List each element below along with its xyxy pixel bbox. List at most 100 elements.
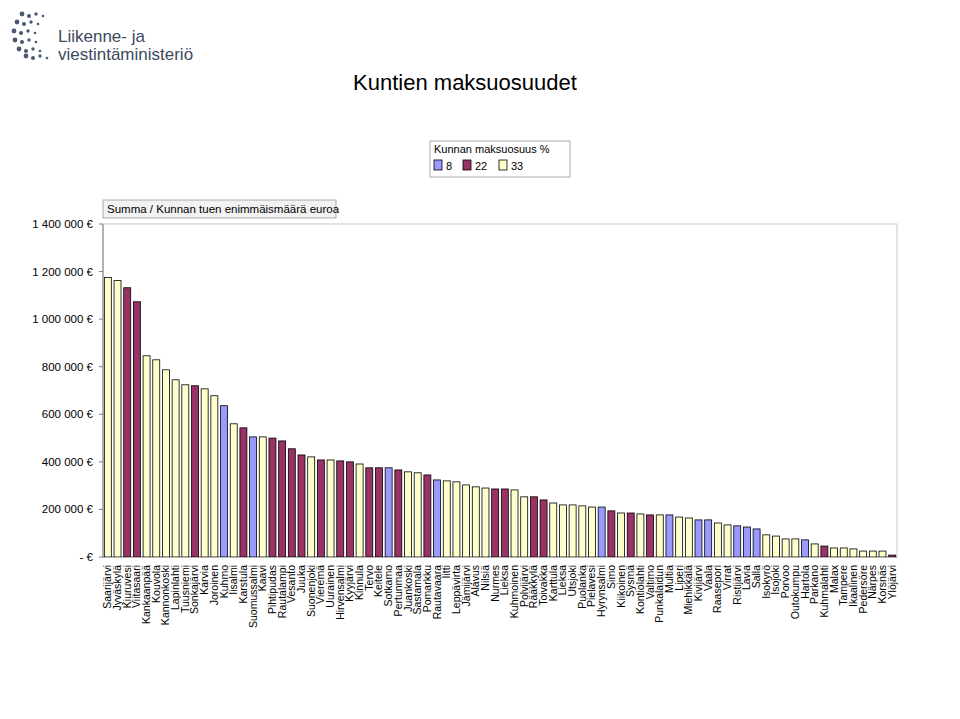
y-tick-label: 200 000 € (42, 503, 94, 515)
chart: Liikenne- javiestintäministeriö Kuntien m… (0, 0, 960, 719)
y-tick-label: 400 000 € (42, 456, 94, 468)
y-tick (99, 319, 103, 320)
y-tick (99, 557, 103, 558)
logo-text: viestintäministeriö (58, 45, 193, 64)
bar (259, 437, 266, 557)
legend-title: Kunnan maksuosuus % (434, 143, 550, 155)
bar (434, 480, 441, 557)
bar (850, 549, 857, 557)
bar (647, 515, 654, 557)
logo-dot (24, 49, 28, 53)
bar (579, 506, 586, 557)
bar (676, 517, 683, 557)
logo-dot (26, 29, 29, 32)
legend-swatch (499, 160, 507, 170)
bar (385, 468, 392, 557)
bar (724, 525, 731, 557)
logo-dot (27, 38, 30, 41)
y-tick-label: 800 000 € (42, 361, 94, 373)
bar (860, 551, 867, 557)
bar (269, 438, 276, 557)
bar (201, 389, 208, 557)
bar (627, 513, 634, 557)
bar (589, 507, 596, 557)
bar (250, 437, 257, 557)
bar (153, 360, 160, 557)
bar (308, 457, 315, 557)
bar (869, 551, 876, 557)
logo-dot (46, 57, 49, 60)
bar (889, 555, 896, 557)
bar (608, 511, 615, 557)
logo-dot (19, 31, 23, 35)
bar (811, 544, 818, 557)
y-tick (99, 366, 103, 367)
logo-dot (31, 47, 34, 50)
y-tick (99, 461, 103, 462)
bar (540, 500, 547, 557)
y-tick-label: 600 000 € (42, 408, 94, 420)
logo-dot (34, 12, 37, 15)
bar (124, 288, 131, 557)
bar (133, 302, 140, 557)
bar (405, 472, 412, 557)
bar (569, 505, 576, 557)
bar (492, 489, 499, 557)
logo-dot (24, 54, 29, 59)
bar (114, 281, 121, 557)
y-tick-label: 1 400 000 € (32, 218, 93, 230)
bar (714, 523, 721, 557)
y-label: Summa / Kunnan tuen enimmäismäärä euroa (107, 203, 340, 215)
logo-dot (37, 23, 40, 26)
logo-dot (20, 12, 25, 17)
bar (840, 548, 847, 557)
logo-dot (35, 41, 38, 44)
logo-dot (29, 20, 32, 23)
bar (482, 488, 489, 557)
bars (104, 278, 895, 557)
bar (743, 527, 750, 557)
title: Kuntien maksuosuudet (353, 70, 577, 95)
bar (346, 462, 353, 557)
logo-dot (39, 50, 42, 53)
bar (104, 278, 111, 557)
bar (288, 449, 295, 557)
logo-text: Liikenne- ja (58, 27, 145, 46)
bar (424, 475, 431, 557)
bar (501, 489, 508, 557)
logo-dot (15, 20, 20, 25)
bar (685, 518, 692, 557)
y-tick (99, 224, 103, 225)
bar (182, 385, 189, 557)
bar (375, 468, 382, 557)
bar (879, 551, 886, 557)
bar (162, 370, 169, 557)
legend-label: 8 (446, 160, 452, 172)
bar (521, 497, 528, 557)
y-tick-label: 1 000 000 € (32, 313, 93, 325)
bar (472, 487, 479, 557)
bar (792, 539, 799, 557)
bar (279, 441, 286, 557)
logo-dot (13, 38, 18, 43)
logo-dot (17, 47, 22, 52)
legend-box (430, 141, 570, 177)
legend-swatch (463, 160, 471, 170)
logo-dot (38, 54, 41, 57)
plot-frame (103, 224, 897, 557)
bar (327, 460, 334, 557)
bar (366, 468, 373, 557)
y-axis (103, 224, 104, 557)
bar (753, 529, 760, 557)
bar (240, 428, 247, 557)
bar (802, 540, 809, 557)
y-tick-label: - € (80, 551, 94, 563)
logo-dot (12, 29, 17, 34)
bar (317, 460, 324, 557)
y-tick (99, 509, 103, 510)
bar (695, 520, 702, 557)
bar (511, 490, 518, 557)
bar (656, 515, 663, 557)
bar (230, 424, 237, 557)
bar (298, 455, 305, 557)
